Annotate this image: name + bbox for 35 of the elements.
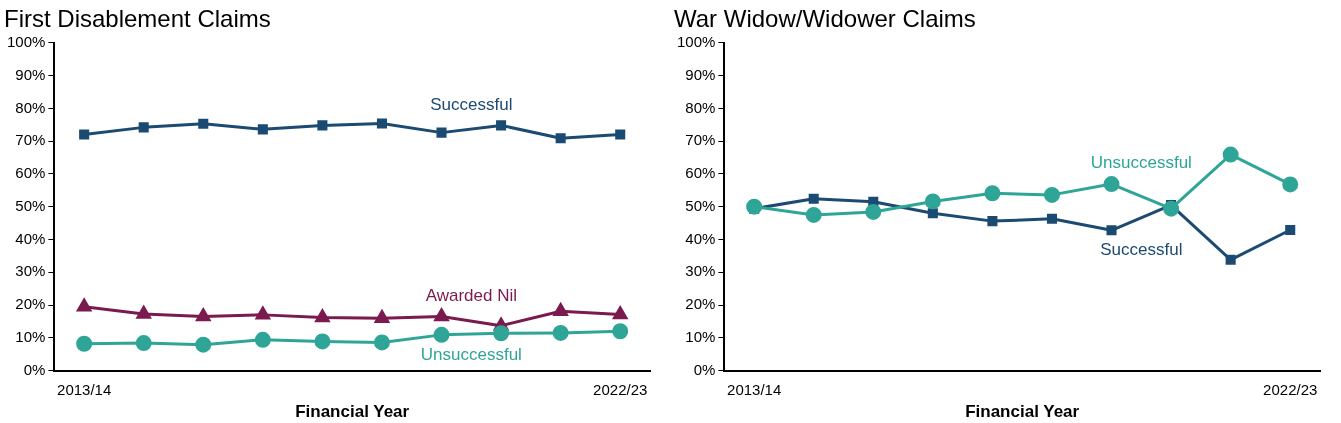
x-tick-label: 2013/14 <box>727 380 782 398</box>
y-tick-label: 20% <box>685 295 716 313</box>
chart-title: First Disablement Claims <box>4 5 271 33</box>
x-axis-title: Financial Year <box>295 402 410 422</box>
x-tick-label: 2022/23 <box>593 380 648 398</box>
y-tick-label: 30% <box>685 262 716 280</box>
x-tick-label: 2013/14 <box>57 380 112 398</box>
y-tick-label: 40% <box>685 229 716 247</box>
y-tick-label: 0% <box>23 360 46 378</box>
y-tick-label: 70% <box>15 131 46 149</box>
y-tick-label: 50% <box>15 196 46 214</box>
chart-title: War Widow/Widower Claims <box>674 5 976 33</box>
y-tick-label: 30% <box>15 262 46 280</box>
y-tick-label: 70% <box>685 131 716 149</box>
y-tick-label: 60% <box>685 164 716 182</box>
x-tick-label: 2022/23 <box>1263 380 1318 398</box>
series-label: Unsuccessful <box>1090 153 1192 173</box>
y-tick-label: 0% <box>693 360 716 378</box>
series-label: Successful <box>430 94 513 114</box>
y-tick-label: 90% <box>685 65 716 83</box>
y-tick-label: 20% <box>15 295 46 313</box>
y-tick-label: 10% <box>685 327 716 345</box>
x-axis-title: Financial Year <box>965 402 1080 422</box>
series-label: Unsuccessful <box>420 345 522 365</box>
y-tick-label: 10% <box>15 327 46 345</box>
y-tick-label: 100% <box>676 32 716 50</box>
y-tick-label: 100% <box>6 32 46 50</box>
series-label: Successful <box>1100 240 1183 260</box>
y-tick-label: 80% <box>15 98 46 116</box>
y-tick-label: 40% <box>15 229 46 247</box>
series-label: Awarded Nil <box>425 285 517 305</box>
y-tick-label: 50% <box>685 196 716 214</box>
y-tick-label: 60% <box>15 164 46 182</box>
y-tick-label: 90% <box>15 65 46 83</box>
y-tick-label: 80% <box>685 98 716 116</box>
